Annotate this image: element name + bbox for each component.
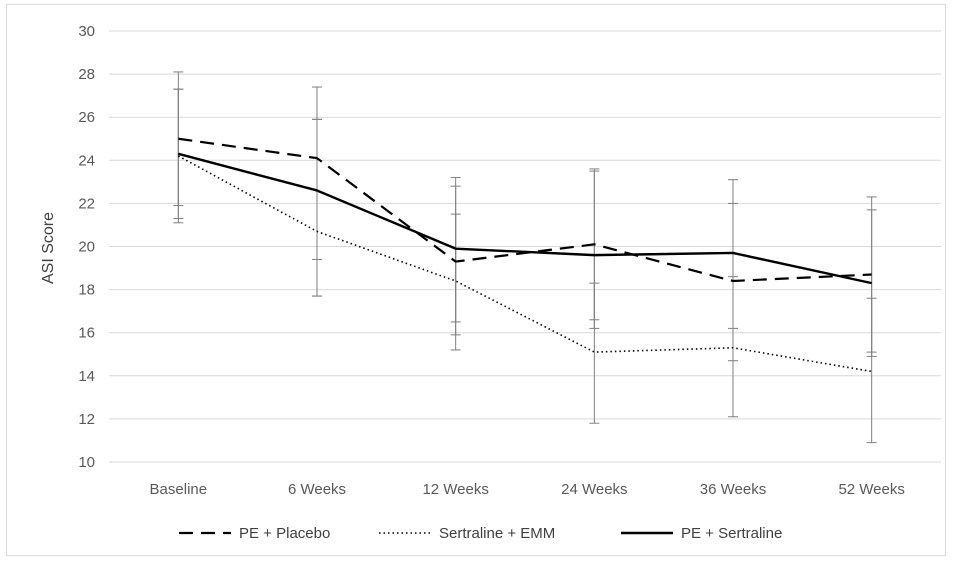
legend-label: Sertraline + EMM <box>439 525 555 542</box>
y-tick-label: 20 <box>78 239 95 256</box>
y-tick-label: 30 <box>78 23 95 40</box>
x-tick-label: 6 Weeks <box>288 481 346 498</box>
line-chart: 10 12 14 16 18 20 22 24 26 28 30 Baseline 6 Weeks 12… <box>40 23 941 542</box>
chart-frame: 10 12 14 16 18 20 22 24 26 28 30 Baseline 6 Weeks 12… <box>6 4 946 556</box>
x-tick-label: 36 Weeks <box>700 481 766 498</box>
legend-label: PE + Sertraline <box>681 525 782 542</box>
y-tick-label: 26 <box>78 109 95 126</box>
y-tick-label: 14 <box>78 368 95 385</box>
y-tick-label: 16 <box>78 325 95 342</box>
y-tick-label: 24 <box>78 152 95 169</box>
y-tick-label: 28 <box>78 66 95 83</box>
x-axis-ticks: Baseline 6 Weeks 12 Weeks 24 Weeks 36 Weeks 5… <box>150 481 905 498</box>
series-line-3 <box>178 152 872 285</box>
x-tick-label: 12 Weeks <box>422 481 488 498</box>
y-tick-label: 18 <box>78 282 95 299</box>
x-tick-label: 52 Weeks <box>838 481 904 498</box>
series-lines <box>177 137 872 373</box>
x-tick-label: 24 Weeks <box>561 481 627 498</box>
x-tick-label: Baseline <box>150 481 208 498</box>
y-tick-label: 22 <box>78 195 95 212</box>
y-axis-ticks: 10 12 14 16 18 20 22 24 26 28 30 <box>78 23 95 471</box>
y-axis-title: ASI Score <box>40 212 57 284</box>
legend-label: PE + Placebo <box>239 525 330 542</box>
y-tick-label: 10 <box>78 454 95 471</box>
gridlines <box>109 30 941 463</box>
series-line-2 <box>177 155 872 373</box>
legend: PE + Placebo Sertraline + EMM PE + Sertral… <box>179 525 782 542</box>
error-bars <box>173 71 877 444</box>
y-tick-label: 12 <box>78 411 95 428</box>
